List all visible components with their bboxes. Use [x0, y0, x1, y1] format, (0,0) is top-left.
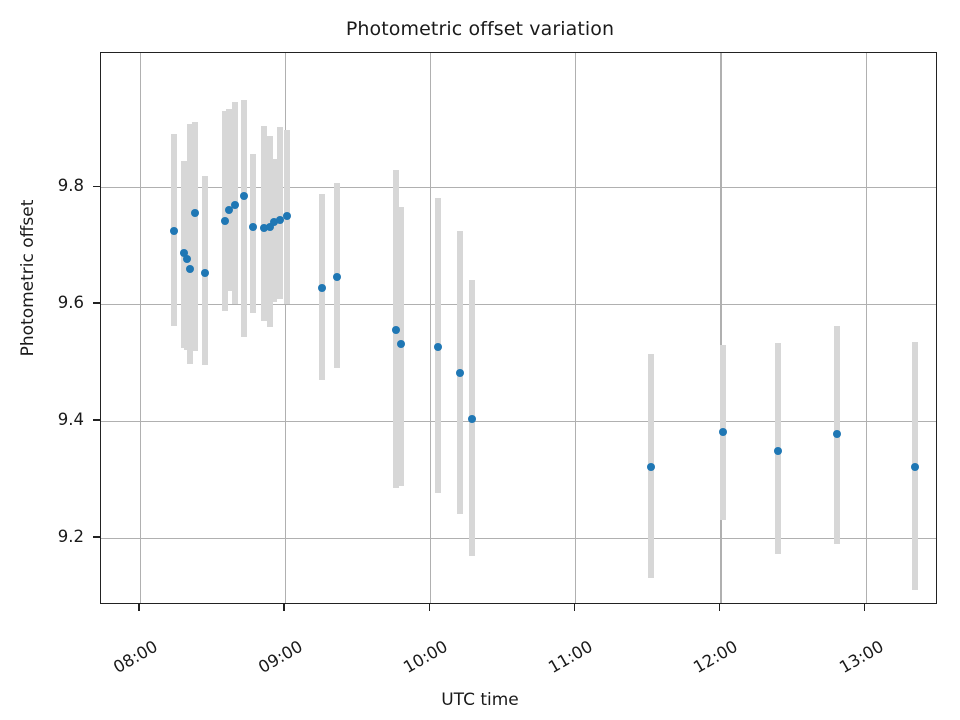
y-tick-mark	[93, 302, 100, 304]
y-tick-mark	[93, 536, 100, 538]
y-tick-mark	[93, 185, 100, 188]
data-point	[183, 254, 192, 263]
data-point	[332, 273, 341, 282]
data-point	[270, 217, 279, 226]
x-tick-label: 09:00	[255, 636, 307, 678]
errorbar	[191, 121, 198, 352]
x-tick-mark	[863, 604, 866, 611]
data-point	[646, 463, 655, 472]
y-tick-label: 9.2	[57, 526, 84, 546]
data-point	[397, 339, 406, 348]
errorbar	[277, 127, 284, 300]
x-tick-mark	[573, 604, 576, 611]
x-tick-mark	[138, 604, 140, 611]
errorbar	[249, 153, 256, 313]
data-point	[239, 192, 248, 201]
y-tick-label: 9.4	[57, 410, 84, 429]
data-point	[719, 427, 728, 436]
errorbar	[187, 124, 194, 364]
x-tick-label: 12:00	[690, 636, 742, 678]
chart-title: Photometric offset variation	[345, 18, 615, 40]
data-point	[266, 222, 274, 231]
x-tick-mark	[718, 604, 721, 611]
y-tick-label: 9.6	[57, 293, 84, 313]
errorbar	[222, 110, 228, 311]
gridline-vertical	[575, 53, 577, 603]
data-point	[260, 224, 269, 233]
x-axis-label: UTC time	[441, 690, 519, 710]
data-point	[910, 462, 919, 471]
x-tick-mark	[283, 604, 285, 611]
errorbar	[267, 135, 273, 328]
data-point	[434, 342, 443, 351]
gridline-vertical	[285, 53, 287, 603]
plot-area	[100, 52, 937, 604]
data-point	[774, 447, 783, 456]
gridline-horizontal	[101, 187, 936, 189]
gridline-vertical	[430, 53, 432, 603]
x-tick-label: 10:00	[400, 636, 452, 678]
data-point	[318, 283, 327, 292]
data-point	[276, 215, 285, 224]
data-point	[283, 212, 292, 220]
data-point	[225, 206, 234, 215]
y-tick-mark	[93, 419, 100, 421]
x-tick-label: 08:00	[110, 636, 162, 678]
data-point	[221, 217, 229, 226]
data-point	[832, 429, 841, 438]
gridline-vertical	[720, 53, 722, 603]
gridline-horizontal	[101, 421, 936, 423]
x-tick-mark	[428, 604, 431, 611]
data-point	[170, 227, 179, 236]
errorbar	[261, 126, 268, 321]
x-tick-label: 11:00	[545, 636, 597, 678]
data-point	[248, 222, 257, 231]
data-point	[456, 369, 464, 378]
data-point	[231, 200, 240, 209]
x-tick-label: 13:00	[835, 636, 887, 678]
gridline-horizontal	[101, 537, 936, 539]
errorbar	[271, 159, 278, 302]
gridline-vertical	[865, 53, 867, 603]
data-point	[190, 209, 199, 218]
errorbar	[240, 100, 247, 338]
data-point	[180, 249, 189, 258]
data-point	[468, 415, 477, 424]
data-point	[392, 325, 401, 334]
errorbar	[226, 109, 233, 292]
y-tick-label: 9.8	[57, 176, 84, 196]
gridline-vertical	[140, 53, 142, 603]
data-point	[200, 268, 209, 277]
data-point	[186, 264, 195, 273]
y-axis-label: Photometric offset	[18, 199, 38, 357]
gridline-horizontal	[101, 304, 936, 306]
